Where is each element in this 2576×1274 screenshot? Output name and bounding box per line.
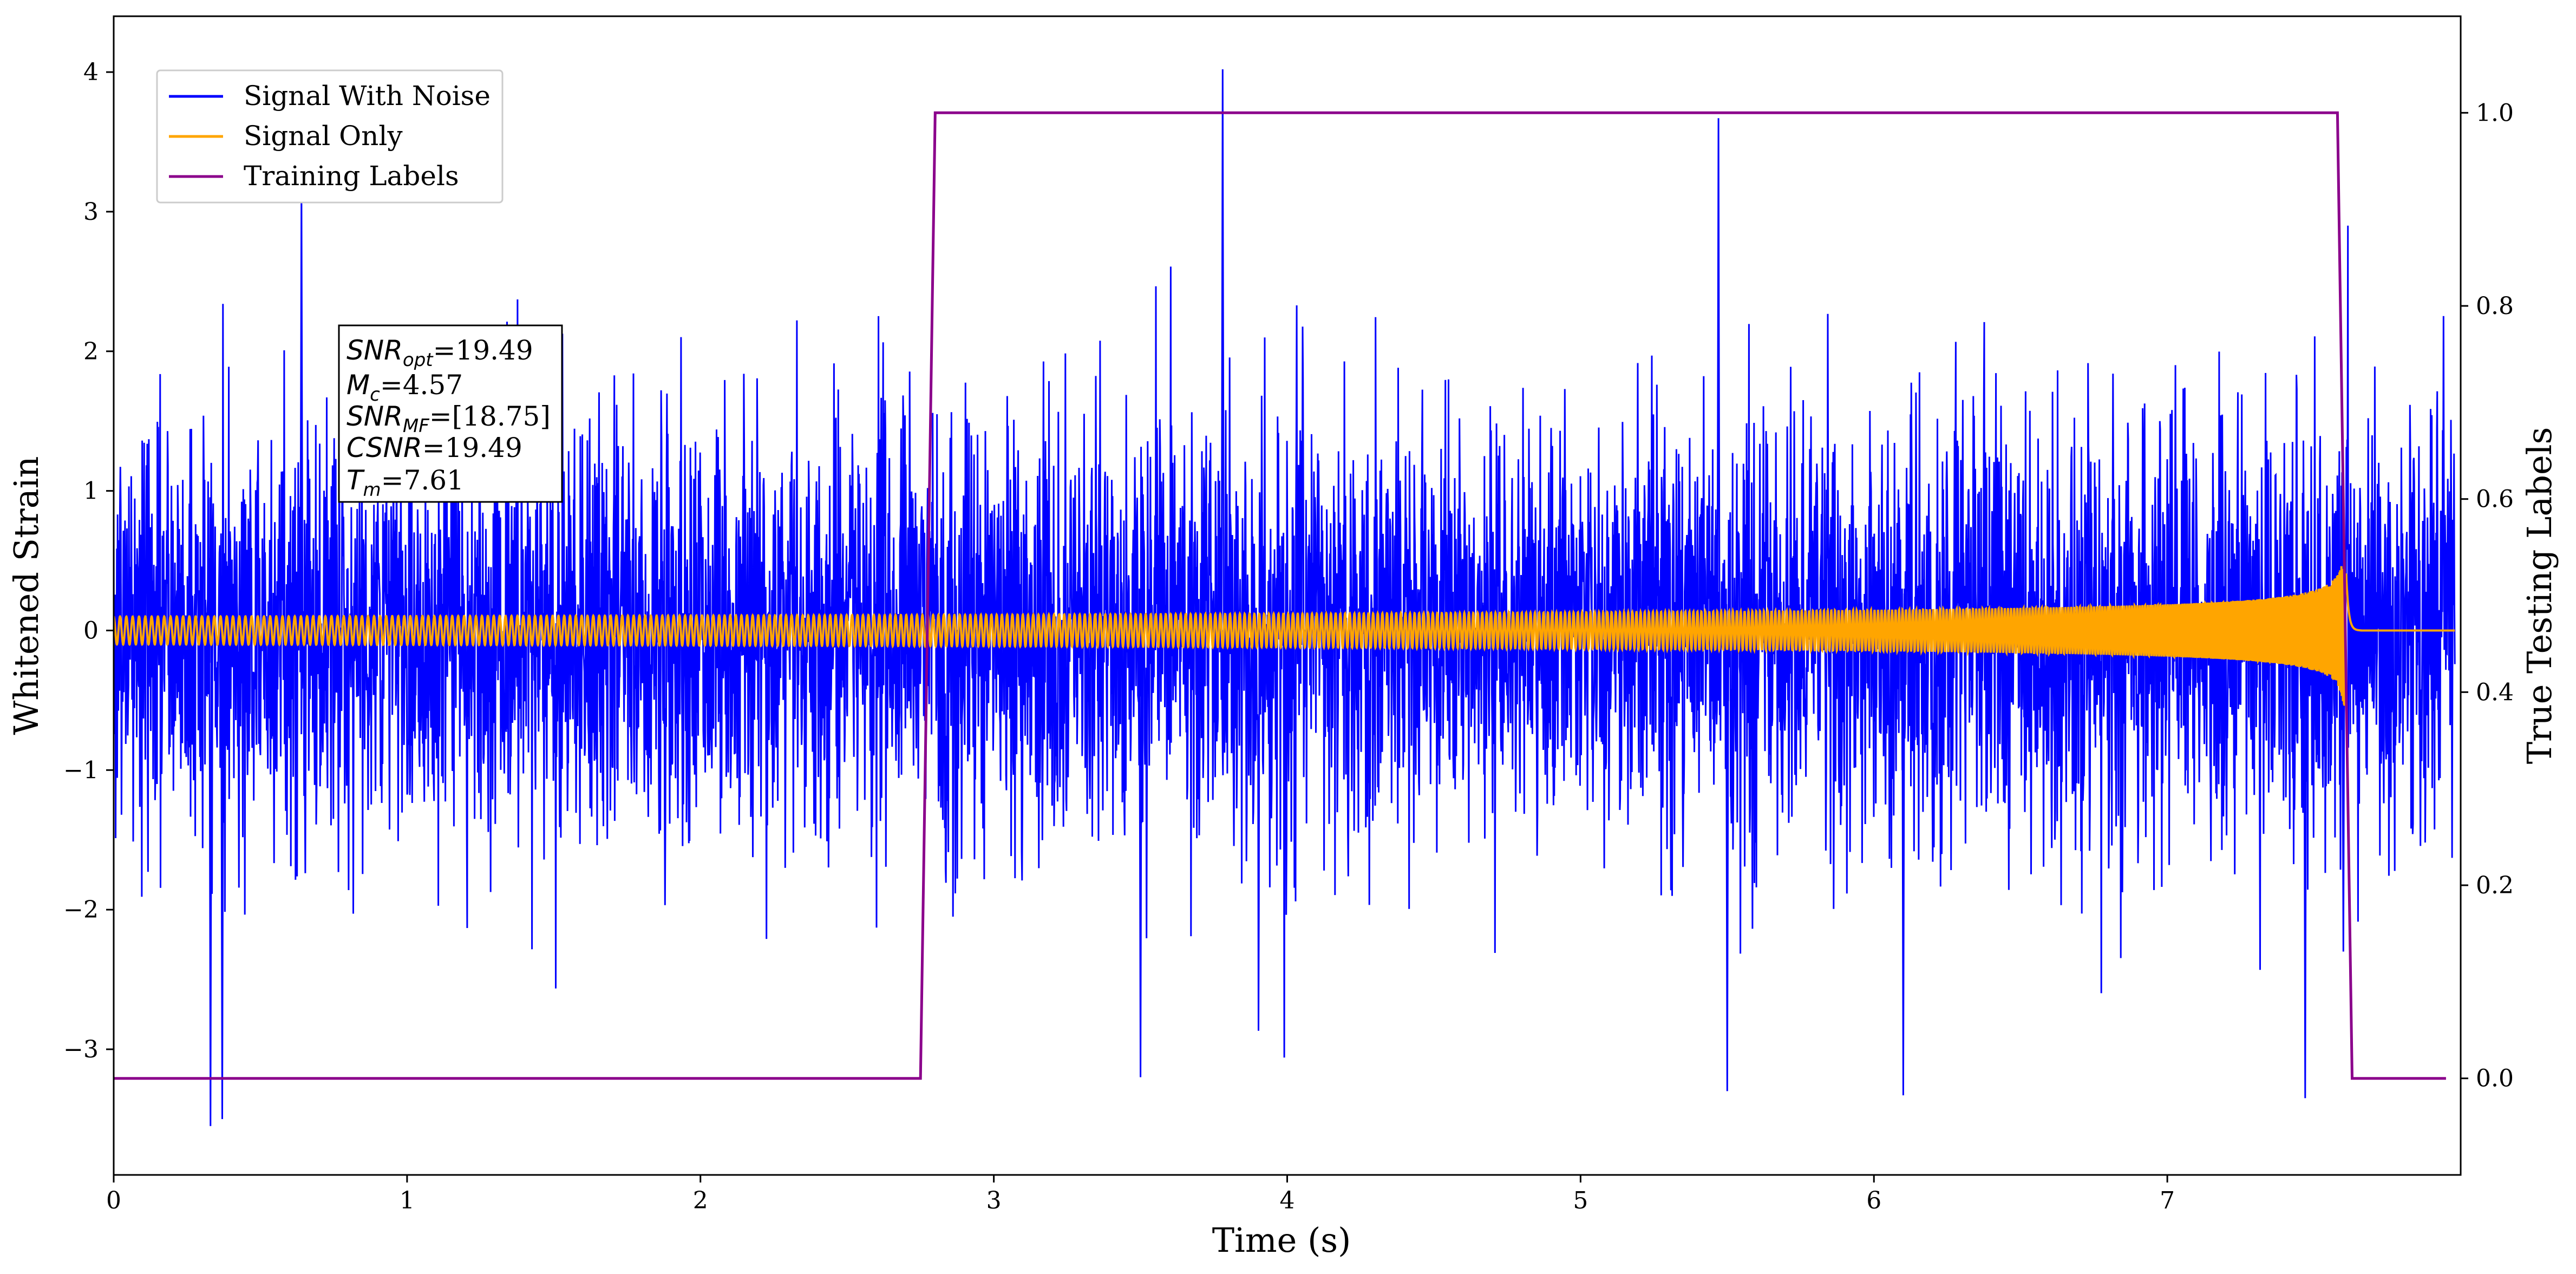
x-tick-label: 1 (400, 1187, 415, 1214)
y-left-tick-label: 4 (83, 58, 99, 86)
x-tick-label: 2 (693, 1187, 708, 1214)
legend-box (156, 69, 504, 204)
noise-peak-5 (2341, 589, 2345, 952)
y-right-tick-label: 0.8 (2476, 292, 2514, 320)
y-axis-label-right: True Testing Labels (2520, 427, 2559, 765)
noise-peak-7 (2303, 589, 2307, 1099)
info-snr-mf: SNRMF=[18.75] (346, 401, 551, 437)
x-tick-label: 0 (106, 1187, 121, 1214)
legend: Signal With Noise Signal Only Training L… (156, 69, 504, 204)
y-left-tick-label: 3 (83, 198, 99, 226)
x-tick-label: 4 (1280, 1187, 1295, 1214)
noise-peak-3 (1220, 69, 1225, 672)
x-tick-label: 6 (1866, 1187, 1881, 1214)
legend-label-labels: Training Labels (244, 160, 459, 192)
noise-peak-8 (1725, 589, 1729, 1092)
y-right-tick-label: 0.0 (2476, 1065, 2514, 1093)
x-tick-label: 7 (2160, 1187, 2175, 1214)
info-snr-opt: SNRopt=19.49 (346, 335, 533, 371)
y-right-tick-label: 0.6 (2476, 486, 2514, 513)
y-right-tick-label: 0.2 (2476, 872, 2514, 899)
y-left-tick-label: −1 (63, 756, 99, 784)
info-csnr: CSNR=19.49 (346, 432, 522, 463)
noise-peak-0 (208, 589, 213, 1126)
y-left-tick-label: 1 (83, 478, 99, 505)
info-tm: Tm=7.61 (346, 465, 464, 501)
info-mc: Mc=4.57 (346, 369, 463, 406)
y-left-tick-label: −2 (63, 896, 99, 924)
legend-label-noise: Signal With Noise (244, 80, 491, 112)
x-axis-label: Time (s) (1212, 1220, 1351, 1260)
y-right-tick-label: 1.0 (2476, 99, 2514, 127)
y-right-tick-label: 0.4 (2476, 678, 2514, 706)
y-left-tick-label: −3 (63, 1036, 99, 1063)
x-tick-label: 5 (1573, 1187, 1588, 1214)
noise-peak-4 (1716, 118, 1721, 672)
info-box-frame (338, 324, 563, 503)
y-left-tick-label: 0 (83, 617, 99, 644)
y-left-tick-label: 2 (83, 338, 99, 365)
noise-peak-9 (1138, 589, 1143, 1077)
legend-label-signal: Signal Only (244, 120, 403, 152)
series-signal-only (114, 561, 2455, 706)
series-training-labels (114, 111, 2446, 1080)
series-signal-with-noise (114, 225, 2456, 1058)
y-axis-label-left: Whitened Strain (6, 456, 46, 735)
noise-peak-6 (1901, 589, 1906, 1096)
x-tick-label: 3 (986, 1187, 1002, 1214)
info-box: SNRopt=19.49 Mc=4.57 SNRMF=[18.75] CSNR=… (338, 324, 563, 503)
noise-peak-1 (220, 589, 225, 1119)
